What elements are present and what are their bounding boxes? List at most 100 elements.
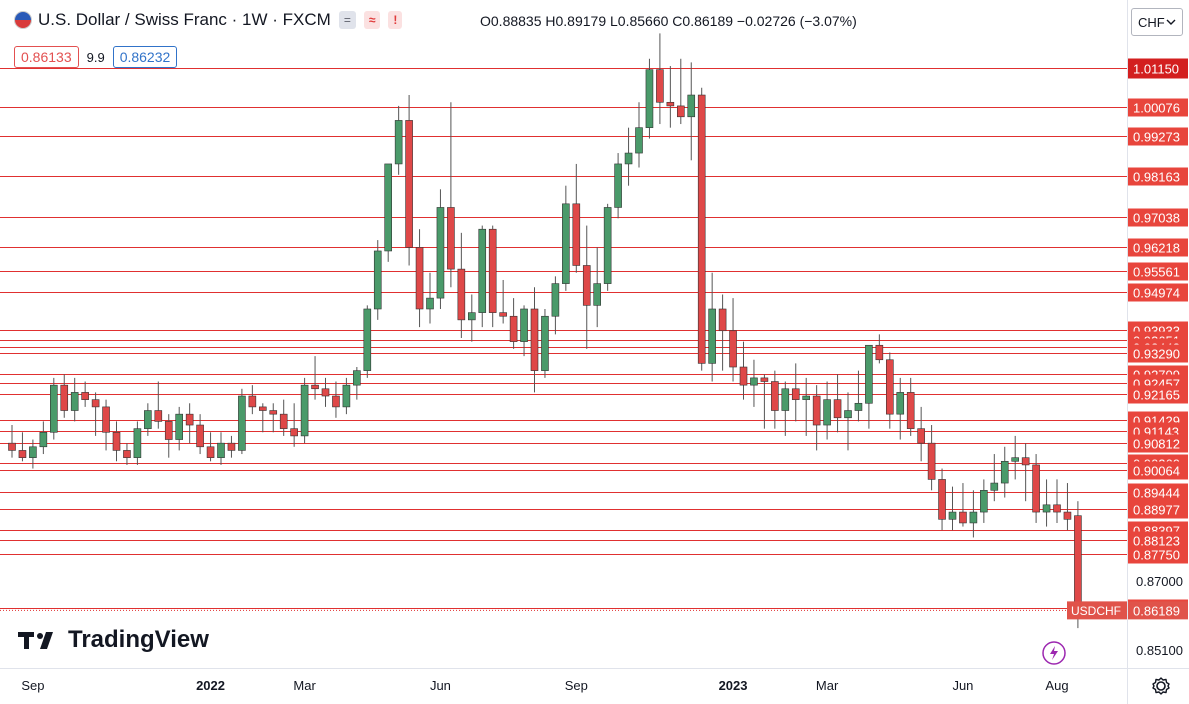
- candle: [948, 486, 957, 531]
- candle: [635, 102, 643, 168]
- equal-badge[interactable]: =: [338, 11, 356, 29]
- close-value: C0.86189: [672, 13, 734, 29]
- candle: [311, 356, 319, 400]
- candle: [164, 414, 173, 458]
- candle-body: [697, 94, 706, 364]
- candle: [812, 385, 821, 451]
- candle-body: [729, 330, 737, 368]
- candle-body: [760, 377, 769, 382]
- candle: [415, 229, 424, 328]
- tradingview-logo[interactable]: TradingView: [18, 626, 209, 654]
- level-label-box: [1128, 58, 1188, 79]
- x-tick-label: 2023: [719, 678, 748, 693]
- candle: [321, 377, 330, 407]
- candle: [185, 403, 194, 444]
- gear-icon[interactable]: [1150, 675, 1172, 697]
- candle: [854, 370, 863, 422]
- approx-badge[interactable]: ≈: [363, 11, 381, 29]
- candle-body: [906, 392, 915, 429]
- level-label-box: [1128, 127, 1188, 146]
- symbol-title[interactable]: U.S. Dollar / Swiss Franc · 1W · FXCM: [38, 10, 331, 29]
- candle-body: [666, 101, 675, 107]
- level-label-box: [1128, 262, 1188, 281]
- candle-body: [311, 384, 319, 390]
- level-label-box: [1128, 434, 1188, 453]
- candle-body: [1063, 511, 1072, 520]
- level-label: 0.90812: [1133, 437, 1180, 452]
- candle-body: [154, 410, 163, 422]
- candle: [676, 58, 685, 125]
- candle-body: [1074, 515, 1082, 611]
- candle-body: [290, 428, 298, 437]
- candle-body: [144, 410, 152, 429]
- candle: [927, 425, 936, 491]
- candle-body: [791, 388, 800, 400]
- candle-body: [123, 450, 131, 458]
- candle: [1011, 435, 1020, 480]
- flag-icon: [14, 11, 32, 29]
- candle: [8, 425, 16, 458]
- candle: [791, 363, 800, 422]
- x-tick-label: 2022: [196, 678, 225, 693]
- level-label: 1.00076: [1133, 101, 1180, 116]
- x-tick-label: Sep: [565, 678, 588, 693]
- candle-body: [551, 283, 560, 317]
- currency-dropdown[interactable]: CHF: [1131, 8, 1183, 36]
- level-label-box: [1128, 208, 1188, 227]
- buy-button[interactable]: 0.86232: [112, 46, 178, 68]
- candle: [885, 352, 894, 429]
- open-value: O0.88835: [480, 13, 542, 29]
- candle: [582, 225, 591, 349]
- candle-body: [112, 431, 121, 451]
- level-label: 0.89444: [1133, 486, 1180, 501]
- candle: [196, 414, 204, 455]
- candle-body: [938, 479, 946, 520]
- candle-body: [405, 120, 413, 248]
- candle-body: [1042, 504, 1051, 513]
- candle: [394, 105, 403, 175]
- candle-body: [781, 388, 790, 411]
- candle: [279, 399, 288, 436]
- candle: [144, 403, 152, 436]
- level-label: 0.87750: [1133, 548, 1180, 563]
- sell-button[interactable]: 0.86133: [14, 46, 79, 68]
- candle: [750, 359, 758, 407]
- candle-body: [603, 207, 612, 284]
- candle-body: [269, 410, 278, 415]
- alert-badge[interactable]: !: [388, 11, 403, 29]
- x-tick-label: Jun: [952, 678, 973, 693]
- candle: [123, 443, 131, 465]
- candle: [1032, 454, 1040, 523]
- candle: [760, 374, 769, 429]
- candle: [697, 87, 706, 371]
- candle-body: [885, 359, 894, 415]
- candle: [666, 66, 675, 128]
- lightning-icon[interactable]: [1041, 640, 1067, 666]
- candle: [227, 435, 236, 458]
- candle-body: [8, 442, 16, 451]
- candle-body: [1021, 457, 1030, 466]
- candle-body: [614, 163, 622, 208]
- last-price-box: [1128, 601, 1188, 620]
- candle: [823, 381, 831, 440]
- level-label-box: [1128, 545, 1188, 564]
- candle: [1000, 446, 1009, 498]
- level-label-box: [1128, 238, 1188, 257]
- level-label-box: [1128, 344, 1188, 363]
- level-label-box: [1128, 167, 1188, 186]
- candle-body: [854, 402, 863, 411]
- ohlc-readout: O0.88835 H0.89179 L0.85660 C0.86189 −0.0…: [480, 13, 857, 29]
- symbol-tag-box: [1067, 601, 1127, 620]
- tradingview-mark-icon: [18, 632, 53, 649]
- candle: [687, 62, 696, 161]
- candle-body: [896, 392, 905, 415]
- candle-body: [739, 366, 748, 386]
- candle-body: [969, 511, 978, 524]
- level-label: 1.01150: [1133, 62, 1179, 77]
- candle-body: [238, 395, 246, 451]
- candle-body: [990, 482, 999, 491]
- level-label-box: [1128, 98, 1188, 117]
- candle-body: [562, 203, 570, 284]
- level-label: 0.88123: [1133, 534, 1180, 549]
